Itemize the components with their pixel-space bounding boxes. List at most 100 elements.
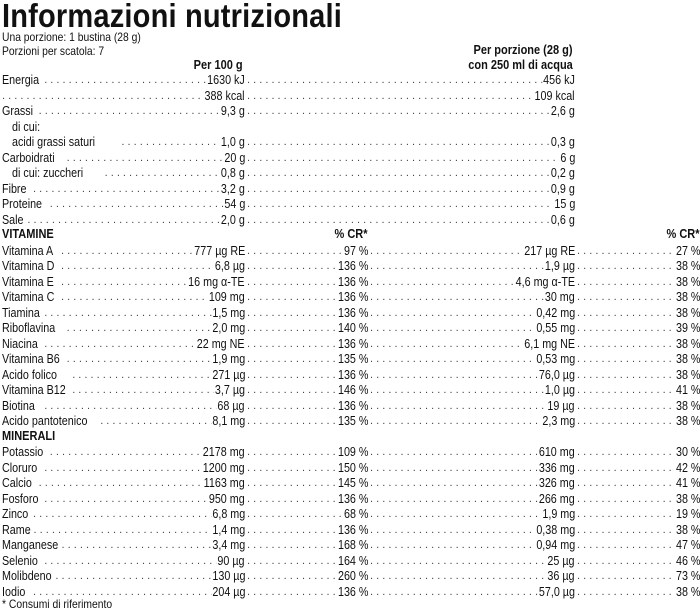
table-row: Niacina 22 mg NE 136 % 6,1 mg NE 38 % [2, 336, 700, 352]
cr-per-100g: 136 % [336, 290, 368, 306]
value-per-100g: 3,4 mg [211, 538, 245, 554]
cr-per-portion: 38 % [674, 367, 700, 383]
nutrient-label: Acido pantotenico [2, 414, 88, 428]
cr-per-portion: 38 % [674, 398, 700, 414]
header-cr-portion: % CR* [666, 227, 700, 241]
table-row: Vitamina E 16 mg α-TE 136 % 4,6 mg α-TE 38 % [2, 274, 700, 290]
value-per-100g: 388 kcal [204, 88, 245, 104]
value-per-100g: 950 mg [208, 491, 245, 507]
value-per-portion: 109 kcal [534, 88, 575, 104]
cr-per-100g: 150 % [336, 460, 368, 476]
cr-per-100g: 260 % [336, 569, 368, 585]
nutrient-label: Tiamina [2, 305, 40, 320]
cr-per-100g: 136 % [336, 274, 368, 290]
dot-leader [247, 182, 573, 198]
value-per-portion: 0,53 mg [535, 352, 575, 368]
cr-per-portion: 38 % [674, 290, 700, 306]
value-per-100g: 8,1 mg [211, 414, 245, 430]
vitamins-heading: VITAMINE [2, 227, 54, 241]
value-per-portion: 610 mg [538, 445, 575, 461]
cr-per-100g: 136 % [336, 259, 368, 275]
dot-leader [247, 135, 573, 151]
value-per-100g: 1,0 g [220, 135, 245, 151]
table-row: Grassi 9,3 g 2,6 g [2, 104, 700, 120]
cr-per-100g: 135 % [336, 414, 368, 430]
value-per-100g: 68 µg [217, 398, 245, 414]
nutrient-label: Vitamina B12 [2, 383, 66, 397]
dot-leader [44, 399, 243, 415]
table-row: Acido folico 271 µg 136 % 76,0 µg 38 % [2, 367, 700, 383]
table-row: Selenio 90 µg 164 % 25 µg 46 % [2, 553, 700, 570]
dot-leader [50, 197, 243, 213]
value-per-100g: 271 µg [211, 367, 245, 383]
value-per-100g: 16 mg α-TE [187, 274, 245, 290]
cr-per-portion: 46 % [674, 553, 700, 569]
dot-leader [370, 290, 573, 306]
value-per-portion: 0,94 mg [535, 538, 575, 554]
dot-leader [33, 182, 243, 198]
value-per-100g: 90 µg [217, 553, 245, 569]
value-per-100g: 3,2 g [220, 181, 245, 197]
cr-per-portion: 38 % [674, 414, 700, 430]
dot-leader [247, 213, 573, 229]
value-per-portion: 36 µg [547, 569, 575, 585]
cr-per-100g: 164 % [336, 553, 368, 569]
nutrient-label: acidi grassi saturi [12, 135, 96, 149]
value-per-100g: 1,4 mg [211, 522, 245, 538]
servings-per-box: Porzioni per scatola: 7 [2, 44, 105, 58]
cr-per-portion: 38 % [674, 491, 700, 507]
cr-per-portion: 38 % [674, 336, 700, 352]
table-row: Zinco 6,8 mg 68 % 1,9 mg 19 % [2, 507, 700, 523]
cr-per-100g: 136 % [336, 336, 368, 352]
dot-leader [67, 151, 243, 167]
value-per-portion: 76,0 µg [538, 367, 575, 383]
cr-per-portion: 38 % [674, 305, 700, 321]
table-row: Vitamina B12 3,7 µg 146 % 1,0 µg 41 % [2, 383, 700, 399]
value-per-100g: 1200 mg [202, 460, 245, 476]
table-row: Acido pantotenico 8,1 mg 135 % 2,3 mg 38 % [2, 414, 700, 430]
page-title: Informazioni nutrizionali [2, 0, 342, 34]
value-per-portion: 0,6 g [550, 212, 575, 228]
cr-per-portion: 27 % [674, 243, 700, 259]
value-per-portion: 336 mg [538, 460, 575, 476]
value-per-100g: 204 µg [211, 584, 245, 600]
nutrient-label: Niacina [2, 336, 38, 351]
value-per-100g: 109 mg [208, 290, 245, 306]
nutrient-label: Rame [2, 522, 31, 537]
value-per-100g: 0,8 g [220, 166, 245, 182]
value-per-portion: 15 g [553, 197, 575, 213]
cr-per-portion: 38 % [674, 259, 700, 275]
serving-size: Una porzione: 1 bustina (28 g) [2, 30, 141, 44]
dot-leader [247, 197, 573, 213]
table-row: Energia 1630 kJ 456 kJ [2, 73, 700, 89]
table-row: di cui: zuccheri 0,8 g 0,2 g [2, 166, 700, 182]
value-per-portion: 266 mg [538, 491, 575, 507]
table-row: acidi grassi saturi 1,0 g 0,3 g [2, 135, 700, 151]
value-per-portion: 0,55 mg [535, 321, 575, 337]
cr-per-portion: 41 % [674, 383, 700, 399]
value-per-100g: 54 g [223, 197, 245, 213]
value-per-100g: 6,8 µg [214, 259, 245, 275]
value-per-portion: 30 mg [544, 290, 575, 306]
value-per-portion: 1,9 µg [544, 259, 575, 275]
cr-per-portion: 38 % [674, 584, 700, 600]
dot-leader [370, 554, 573, 570]
cr-per-100g: 136 % [336, 584, 368, 600]
nutrient-label: di cui: [12, 119, 41, 134]
value-per-100g: 2,0 g [220, 212, 245, 228]
value-per-100g: 2178 mg [202, 445, 245, 461]
cr-per-100g: 168 % [336, 538, 368, 554]
table-row: Fibre 3,2 g 0,9 g [2, 181, 700, 198]
nutrient-label: Fosforo [2, 491, 39, 506]
value-per-portion: 25 µg [547, 553, 575, 569]
value-per-portion: 1,9 mg [541, 507, 575, 523]
cr-per-100g: 97 % [342, 243, 368, 259]
value-per-portion: 6 g [559, 150, 575, 166]
table-row: Vitamina D 6,8 µg 136 % 1,9 µg 38 % [2, 259, 700, 275]
cr-per-portion: 41 % [674, 476, 700, 492]
value-per-portion: 6,1 mg NE [523, 336, 575, 352]
minerals-heading: MINERALI [2, 428, 56, 443]
cr-per-100g: 140 % [336, 321, 368, 337]
value-per-portion: 0,3 g [550, 135, 575, 151]
dot-leader [247, 73, 573, 89]
